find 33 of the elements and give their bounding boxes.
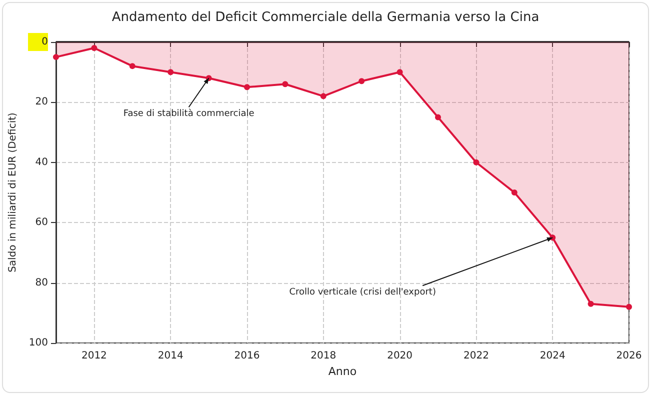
x-tick-label: 2016 [234,350,260,362]
point [626,304,632,310]
point [358,78,365,84]
x-tick-label: 2022 [463,350,489,362]
y-tick-label: 80 [35,277,48,288]
point [435,114,441,120]
annotation: Fase di stabilità commerciale [123,108,255,120]
point [91,45,98,52]
point [282,81,288,88]
x-tick-label: 2026 [616,350,642,362]
x-tick-label: 2020 [387,350,413,362]
point [52,54,59,60]
y-tick-label: 40 [35,156,48,168]
chart-title: Andamento del Deficit Commerciale della Germania verso la Cina [112,10,540,25]
x-tick-label: 2018 [310,350,336,362]
y-axis-title: Saldo in miliardi di EUR (Deficit) [8,112,18,272]
point [168,69,174,76]
y-tick-label: 100 [28,338,48,348]
point [244,84,250,90]
point [473,159,480,166]
y-tick-label: 60 [35,217,48,228]
point [320,93,326,100]
x-tick-label: 2024 [540,350,566,362]
x-tick-label: 2012 [81,350,107,362]
y-tick-label: 0 [42,36,48,48]
point [588,300,594,307]
point [396,69,403,76]
point [511,190,518,196]
y-tick-label: 20 [35,96,48,108]
point [129,63,136,70]
x-axis-title: Anno [328,364,357,378]
x-tick-label: 2014 [158,350,184,362]
annotation: Crollo verticale (crisi dell'export) [289,288,436,298]
